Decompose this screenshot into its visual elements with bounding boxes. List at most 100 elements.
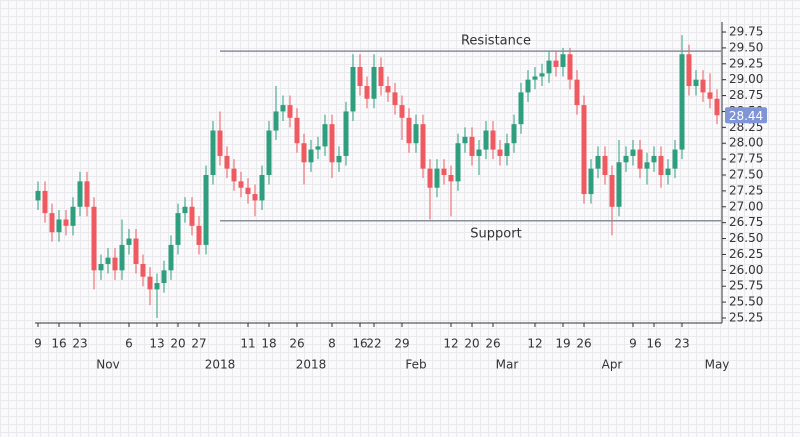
y-tick-label: 26.00 bbox=[729, 263, 763, 277]
candle-body bbox=[623, 155, 629, 163]
candle-body bbox=[553, 60, 559, 67]
candle-body bbox=[154, 283, 160, 290]
candle-body bbox=[182, 206, 188, 214]
candle-body bbox=[329, 124, 335, 163]
candle-body bbox=[686, 54, 692, 87]
candle-body bbox=[56, 219, 62, 233]
x-period-label: May bbox=[705, 358, 730, 372]
candle-body bbox=[217, 130, 223, 156]
candle-body bbox=[49, 213, 55, 233]
candle-body bbox=[280, 105, 286, 112]
candle-body bbox=[371, 66, 377, 99]
candle-body bbox=[385, 86, 391, 93]
candle-body bbox=[441, 168, 447, 175]
candle-body bbox=[105, 257, 111, 264]
last-price-tag bbox=[725, 107, 767, 124]
candle-body bbox=[476, 149, 482, 156]
candle-body bbox=[644, 162, 650, 169]
candle-body bbox=[336, 155, 342, 163]
candle-body bbox=[245, 187, 251, 195]
x-tick-label: 9 bbox=[629, 337, 637, 351]
x-period-label: Apr bbox=[602, 358, 623, 372]
candle-body bbox=[357, 66, 363, 87]
candle-body bbox=[448, 175, 454, 182]
candle-body bbox=[252, 194, 258, 201]
y-tick-label: 27.25 bbox=[729, 183, 763, 197]
candle-body bbox=[672, 149, 678, 169]
candle-body bbox=[679, 54, 685, 150]
candle-body bbox=[427, 168, 433, 188]
candle-body bbox=[497, 149, 503, 156]
candle-body bbox=[392, 92, 398, 106]
candle-body bbox=[616, 162, 622, 207]
x-tick-label: 12 bbox=[527, 337, 542, 351]
candle-body bbox=[707, 92, 713, 99]
candle-body bbox=[42, 190, 48, 214]
candle-body bbox=[651, 155, 657, 163]
x-period-label: Feb bbox=[405, 358, 426, 372]
candle-body bbox=[364, 86, 370, 99]
candle-body bbox=[658, 155, 664, 175]
candle-body bbox=[161, 270, 167, 284]
candle-body bbox=[420, 124, 426, 169]
candle-body bbox=[133, 238, 139, 264]
x-tick-label: 9 bbox=[34, 337, 42, 351]
y-tick-label: 27.50 bbox=[729, 168, 763, 182]
y-tick-label: 25.25 bbox=[729, 311, 763, 325]
x-tick-label: 11 bbox=[240, 337, 255, 351]
candle-body bbox=[560, 54, 566, 67]
x-tick-label: 26 bbox=[576, 337, 591, 351]
y-tick-label: 25.75 bbox=[729, 279, 763, 293]
y-tick-label: 29.75 bbox=[729, 25, 763, 39]
y-tick-label: 27.00 bbox=[729, 199, 763, 213]
candle-body bbox=[77, 181, 83, 207]
candle-body bbox=[84, 181, 90, 207]
level-label: Support bbox=[470, 226, 521, 241]
y-tick-label: 29.25 bbox=[729, 56, 763, 70]
x-period-label: Nov bbox=[96, 358, 119, 372]
candle-body bbox=[602, 155, 608, 175]
x-tick-label: 16 bbox=[352, 337, 367, 351]
candle-body bbox=[567, 54, 573, 80]
candle-body bbox=[693, 79, 699, 87]
candle-body bbox=[630, 149, 636, 156]
candle-body bbox=[231, 168, 237, 182]
candle-body bbox=[266, 130, 272, 175]
y-tick-label: 29.50 bbox=[729, 40, 763, 54]
x-tick-label: 6 bbox=[125, 337, 133, 351]
x-tick-label: 13 bbox=[149, 337, 164, 351]
candle-body bbox=[273, 111, 279, 131]
candle-body bbox=[308, 149, 314, 163]
last-price-label: 28.44 bbox=[729, 109, 763, 123]
candle-body bbox=[525, 79, 531, 93]
candle-body bbox=[399, 105, 405, 118]
candle-body bbox=[112, 257, 118, 271]
y-tick-label: 26.25 bbox=[729, 247, 763, 261]
x-period-label: 2018 bbox=[205, 358, 236, 372]
candle-body bbox=[511, 124, 517, 144]
x-tick-label: 22 bbox=[366, 337, 381, 351]
candle-body bbox=[224, 155, 230, 169]
candle-body bbox=[532, 76, 538, 80]
x-tick-label: 29 bbox=[394, 337, 409, 351]
x-tick-label: 20 bbox=[170, 337, 185, 351]
x-tick-label: 8 bbox=[328, 337, 336, 351]
level-label: Resistance bbox=[461, 34, 531, 49]
y-tick-label: 29.00 bbox=[729, 72, 763, 86]
candle-body bbox=[126, 238, 132, 245]
candle-body bbox=[595, 155, 601, 169]
candle-body bbox=[483, 130, 489, 150]
candle-body bbox=[609, 175, 615, 207]
candle-body bbox=[70, 206, 76, 226]
candle-body bbox=[287, 105, 293, 118]
candle-body bbox=[168, 244, 174, 271]
candle-body bbox=[665, 168, 671, 175]
candle-body bbox=[35, 190, 41, 201]
candle-body bbox=[350, 66, 356, 112]
x-tick-label: 27 bbox=[191, 337, 206, 351]
x-tick-label: 26 bbox=[485, 337, 500, 351]
candle-body bbox=[343, 111, 349, 156]
candle-body bbox=[98, 263, 104, 271]
x-period-label: Mar bbox=[496, 358, 519, 372]
